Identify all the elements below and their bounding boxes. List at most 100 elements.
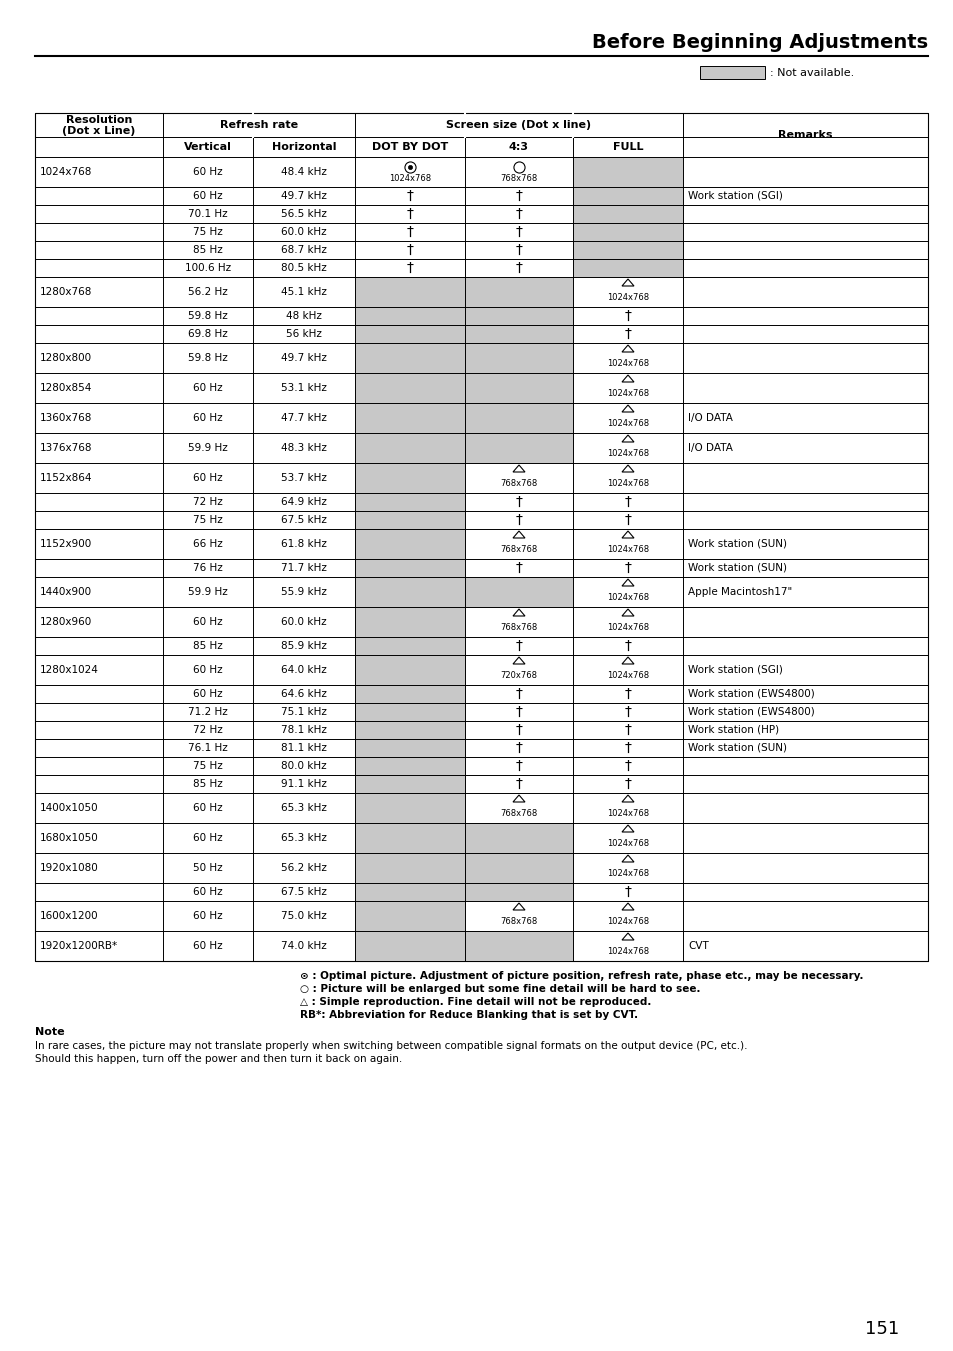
Text: †: † [515, 261, 522, 276]
Text: 53.7 kHz: 53.7 kHz [281, 473, 327, 484]
Bar [464, 823, 573, 852]
Bar [35, 113, 927, 961]
Text: 67.5 kHz: 67.5 kHz [281, 515, 327, 526]
Bar [355, 373, 464, 403]
Text: 48.3 kHz: 48.3 kHz [281, 443, 327, 453]
Text: 53.1 kHz: 53.1 kHz [281, 382, 327, 393]
Text: 768x768: 768x768 [500, 544, 537, 554]
Text: 91.1 kHz: 91.1 kHz [281, 780, 327, 789]
Text: 75.0 kHz: 75.0 kHz [281, 911, 327, 921]
Text: †: † [515, 723, 522, 738]
Text: Apple Macintosh17": Apple Macintosh17" [687, 586, 791, 597]
Bar [355, 434, 464, 463]
Text: 55.9 kHz: 55.9 kHz [281, 586, 327, 597]
Text: †: † [624, 759, 631, 773]
Text: 1152x900: 1152x900 [40, 539, 92, 549]
Text: 1024x768: 1024x768 [606, 419, 648, 428]
Text: Vertical: Vertical [184, 142, 232, 153]
Bar [464, 326, 573, 343]
Bar [355, 307, 464, 326]
Text: 1024x768: 1024x768 [606, 544, 648, 554]
Text: 78.1 kHz: 78.1 kHz [281, 725, 327, 735]
Text: 1024x768: 1024x768 [606, 480, 648, 488]
Text: I/O DATA: I/O DATA [687, 413, 732, 423]
Text: 56.2 kHz: 56.2 kHz [281, 863, 327, 873]
Text: 1920x1200RB*: 1920x1200RB* [40, 942, 118, 951]
Text: 60 Hz: 60 Hz [193, 473, 223, 484]
Text: 60 Hz: 60 Hz [193, 689, 223, 698]
Text: 80.5 kHz: 80.5 kHz [281, 263, 327, 273]
Bar [573, 205, 682, 223]
Text: ⊙ : Optimal picture. Adjustment of picture position, refresh rate, phase etc., m: ⊙ : Optimal picture. Adjustment of pictu… [299, 971, 862, 981]
Text: 64.9 kHz: 64.9 kHz [281, 497, 327, 507]
Text: Work station (SGI): Work station (SGI) [687, 190, 782, 201]
Bar [355, 721, 464, 739]
Text: †: † [624, 705, 631, 719]
Text: 1376x768: 1376x768 [40, 443, 92, 453]
Text: 45.1 kHz: 45.1 kHz [281, 286, 327, 297]
Text: 72 Hz: 72 Hz [193, 725, 223, 735]
Bar [464, 884, 573, 901]
Bar [464, 931, 573, 961]
Text: 60 Hz: 60 Hz [193, 888, 223, 897]
Text: 1280x1024: 1280x1024 [40, 665, 99, 676]
Text: 59.9 Hz: 59.9 Hz [188, 443, 228, 453]
Bar [355, 703, 464, 721]
Text: †: † [624, 494, 631, 509]
Text: Horizontal: Horizontal [272, 142, 335, 153]
Text: 75 Hz: 75 Hz [193, 761, 223, 771]
Text: †: † [515, 688, 522, 701]
Bar [355, 852, 464, 884]
Text: †: † [515, 494, 522, 509]
Bar [355, 403, 464, 434]
Bar [355, 326, 464, 343]
Text: 75 Hz: 75 Hz [193, 515, 223, 526]
Text: 75.1 kHz: 75.1 kHz [281, 707, 327, 717]
Text: 85 Hz: 85 Hz [193, 780, 223, 789]
Text: (Dot x Line): (Dot x Line) [62, 126, 135, 136]
Text: 1024x768: 1024x768 [606, 359, 648, 367]
Text: †: † [624, 688, 631, 701]
Text: 50 Hz: 50 Hz [193, 863, 223, 873]
Bar [355, 884, 464, 901]
Bar [355, 931, 464, 961]
Bar [355, 577, 464, 607]
Text: 1024x768: 1024x768 [606, 839, 648, 848]
Text: Resolution: Resolution [66, 115, 132, 126]
Text: Should this happen, turn off the power and then turn it back on again.: Should this happen, turn off the power a… [35, 1054, 402, 1065]
Bar [700, 66, 764, 78]
Text: †: † [515, 705, 522, 719]
Text: Work station (EWS4800): Work station (EWS4800) [687, 689, 814, 698]
Text: 1024x768: 1024x768 [606, 809, 648, 817]
Text: †: † [624, 777, 631, 790]
Text: 4:3: 4:3 [509, 142, 529, 153]
Bar [573, 259, 682, 277]
Text: 1024x768: 1024x768 [389, 174, 431, 182]
Bar [355, 463, 464, 493]
Bar [573, 240, 682, 259]
Text: †: † [515, 207, 522, 222]
Bar [464, 434, 573, 463]
Text: 100.6 Hz: 100.6 Hz [185, 263, 231, 273]
Text: †: † [624, 723, 631, 738]
Text: Work station (HP): Work station (HP) [687, 725, 779, 735]
Text: 60 Hz: 60 Hz [193, 168, 223, 177]
Bar [355, 739, 464, 757]
Text: Refresh rate: Refresh rate [220, 120, 297, 130]
Bar [355, 638, 464, 655]
Text: †: † [624, 327, 631, 340]
Text: 1600x1200: 1600x1200 [40, 911, 98, 921]
Bar [355, 775, 464, 793]
Text: †: † [624, 309, 631, 323]
Bar [464, 343, 573, 373]
Text: RB*: Abbreviation for Reduce Blanking that is set by CVT.: RB*: Abbreviation for Reduce Blanking th… [299, 1011, 638, 1020]
Text: CVT: CVT [687, 942, 708, 951]
Text: 75 Hz: 75 Hz [193, 227, 223, 236]
Text: 1280x854: 1280x854 [40, 382, 92, 393]
Text: 64.6 kHz: 64.6 kHz [281, 689, 327, 698]
Text: 720x768: 720x768 [500, 671, 537, 680]
Text: 74.0 kHz: 74.0 kHz [281, 942, 327, 951]
Text: Work station (EWS4800): Work station (EWS4800) [687, 707, 814, 717]
Text: 59.9 Hz: 59.9 Hz [188, 586, 228, 597]
Text: 60 Hz: 60 Hz [193, 617, 223, 627]
